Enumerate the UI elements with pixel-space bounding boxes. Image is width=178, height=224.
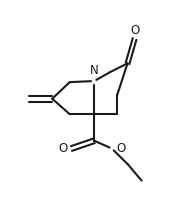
Text: O: O	[58, 142, 67, 155]
Text: O: O	[116, 142, 125, 155]
Text: O: O	[130, 24, 139, 37]
Text: N: N	[90, 64, 99, 77]
